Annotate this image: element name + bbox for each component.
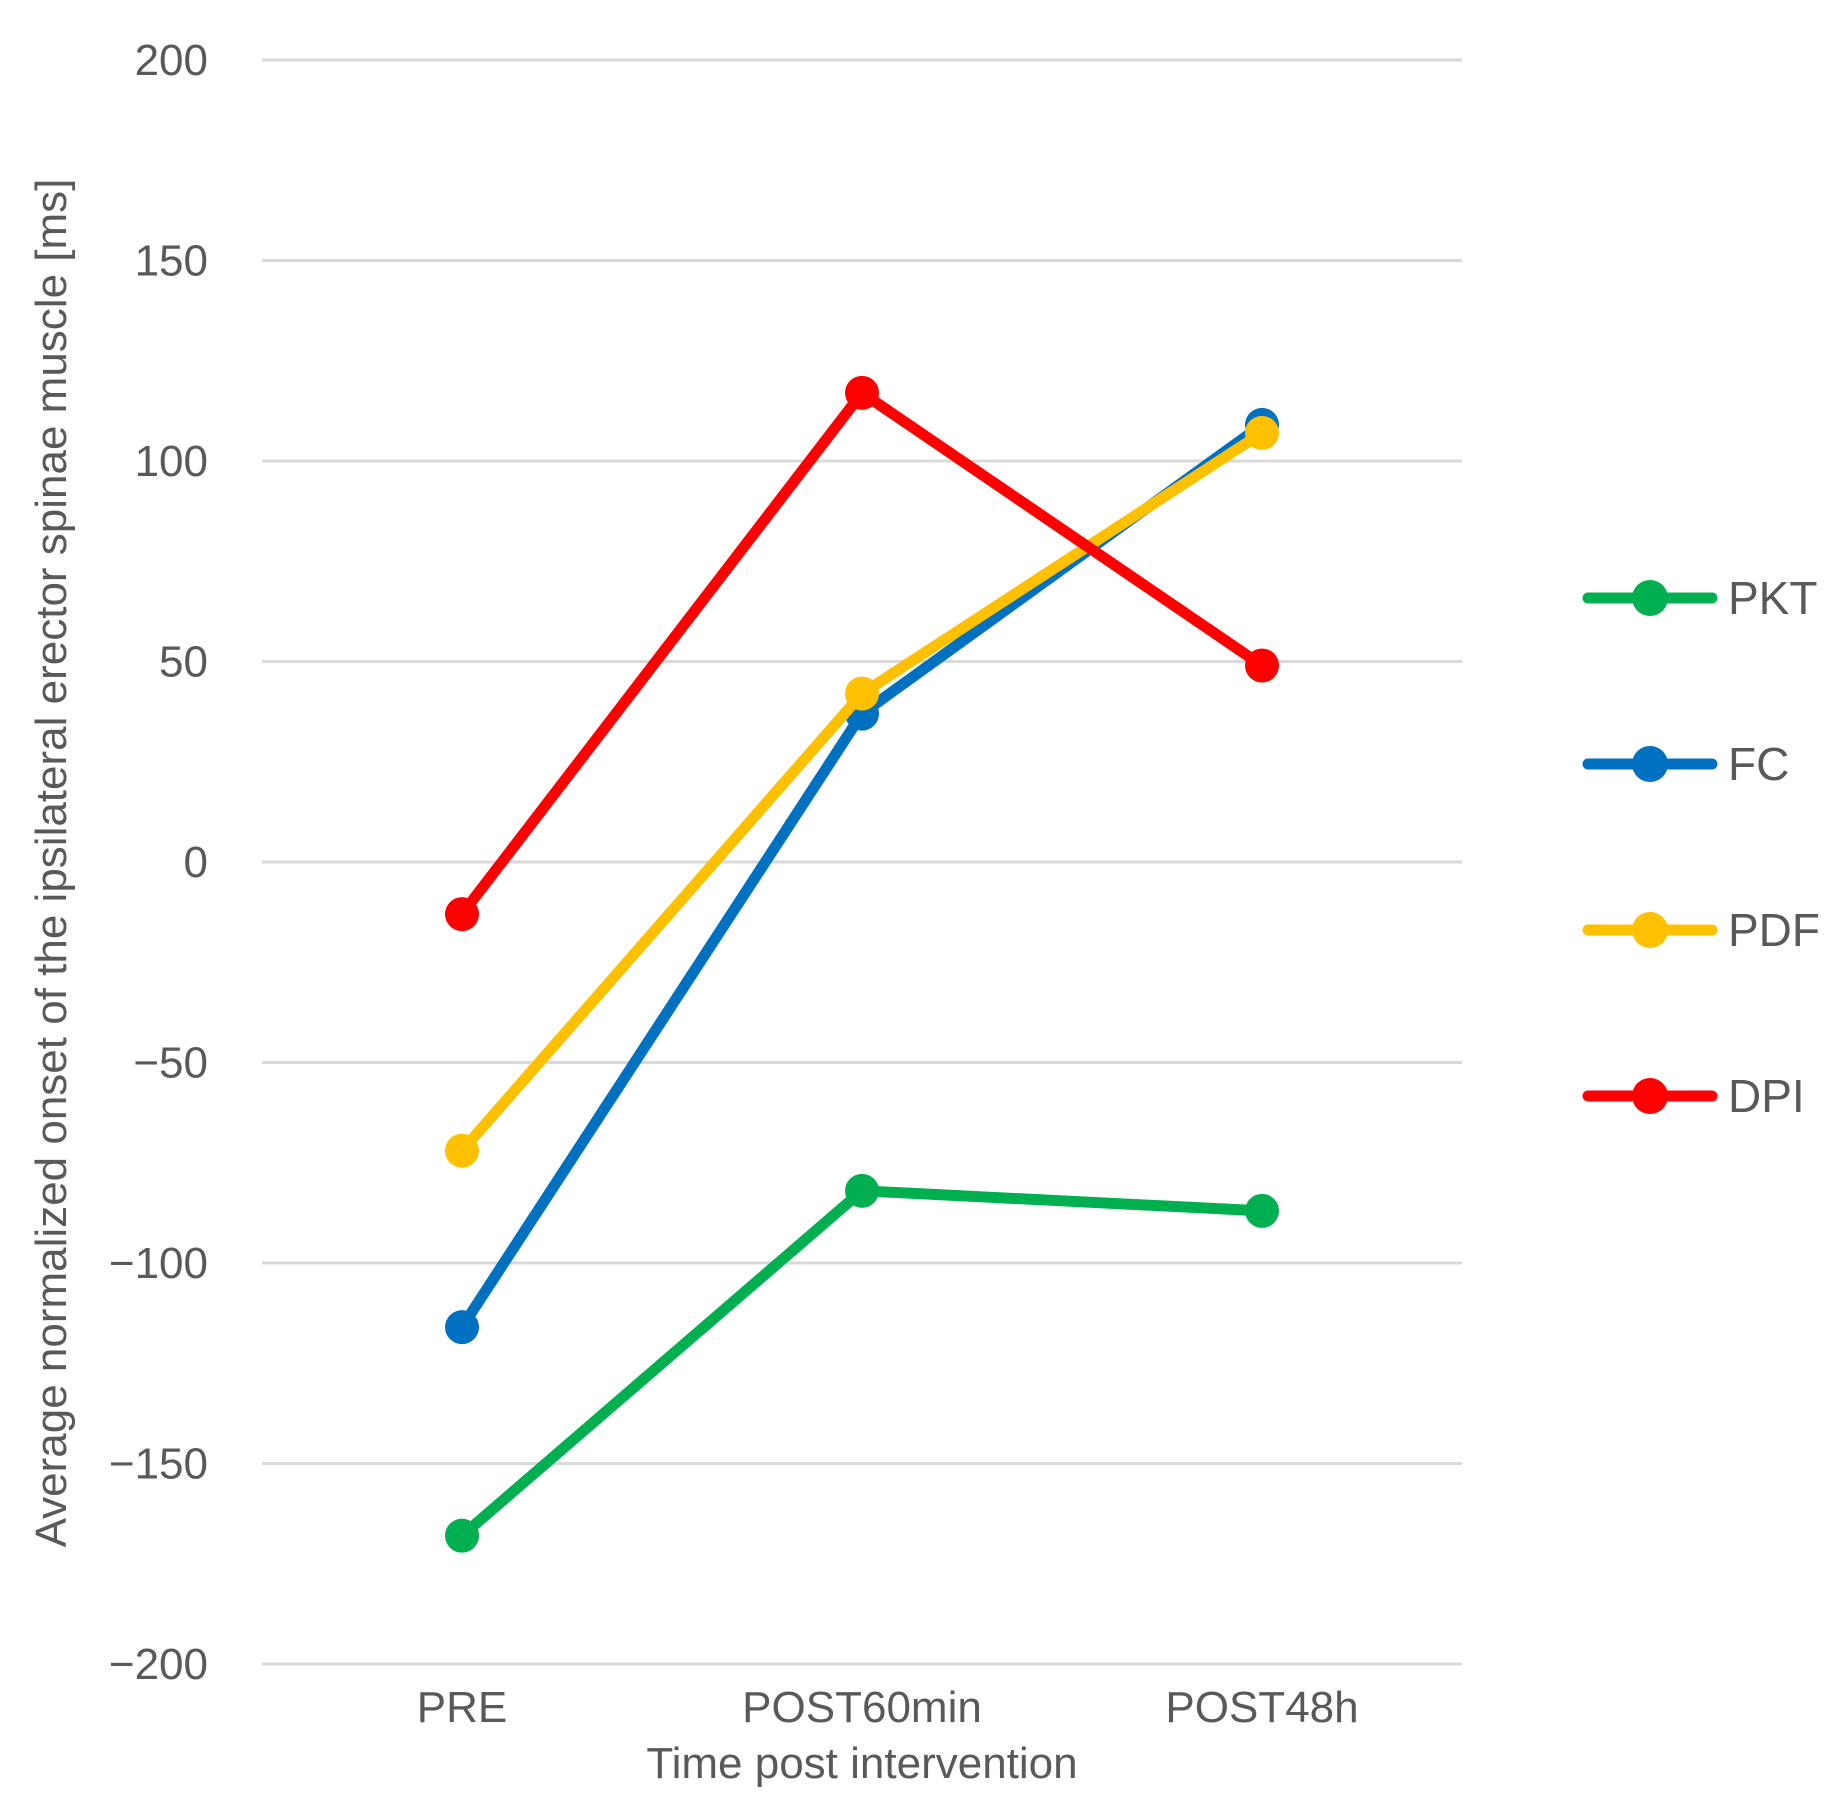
data-point	[445, 1310, 479, 1345]
y-tick-label: −200	[109, 1640, 208, 1689]
legend-marker	[1632, 912, 1668, 948]
legend-marker	[1632, 580, 1668, 616]
y-tick-label: 0	[184, 838, 208, 887]
series-dpi	[445, 375, 1279, 932]
legend-marker	[1632, 746, 1668, 782]
y-tick-label: −100	[109, 1239, 208, 1288]
legend: PKT FC PDF DPI	[1582, 572, 1820, 1122]
series-line	[456, 1185, 1268, 1542]
legend-label: DPI	[1728, 1070, 1805, 1122]
gridlines	[262, 58, 1462, 1666]
y-tick-label: 150	[135, 237, 208, 286]
y-tick-label: 100	[135, 437, 208, 486]
series-lines	[445, 375, 1279, 1553]
x-axis-tick-labels: PRE POST60min POST48h	[417, 1683, 1359, 1732]
y-tick-label: 50	[159, 638, 208, 687]
x-axis-title: Time post intervention	[646, 1739, 1077, 1788]
x-tick-label: POST48h	[1165, 1683, 1358, 1732]
data-point	[845, 1173, 879, 1208]
legend-label: PKT	[1728, 572, 1817, 624]
y-tick-label: 200	[135, 36, 208, 85]
x-tick-label: PRE	[417, 1683, 507, 1732]
legend-item-dpi: DPI	[1582, 1070, 1805, 1122]
data-point	[1245, 415, 1279, 450]
y-axis-title: Average normalized onset of the ipsilate…	[27, 179, 76, 1548]
x-tick-label: POST60min	[742, 1683, 982, 1732]
legend-item-pdf: PDF	[1582, 904, 1820, 956]
data-point	[1245, 648, 1279, 683]
data-point	[845, 676, 879, 711]
y-tick-label: −50	[133, 1039, 208, 1088]
legend-label: FC	[1728, 738, 1789, 790]
legend-item-pkt: PKT	[1582, 572, 1817, 624]
data-point	[445, 897, 479, 932]
data-point	[845, 375, 879, 410]
data-point	[445, 1133, 479, 1168]
legend-marker	[1632, 1078, 1668, 1114]
y-axis-tick-labels: 200 150 100 50 0 −50 −100 −150 −200	[109, 36, 208, 1689]
legend-label: PDF	[1728, 904, 1820, 956]
series-line	[456, 427, 1268, 1157]
series-line	[456, 387, 1268, 920]
series-pkt	[445, 1173, 1279, 1553]
y-tick-label: −150	[109, 1440, 208, 1489]
series-pdf	[445, 415, 1279, 1168]
data-point	[445, 1518, 479, 1553]
legend-item-fc: FC	[1582, 738, 1789, 790]
data-point	[1245, 1193, 1279, 1228]
